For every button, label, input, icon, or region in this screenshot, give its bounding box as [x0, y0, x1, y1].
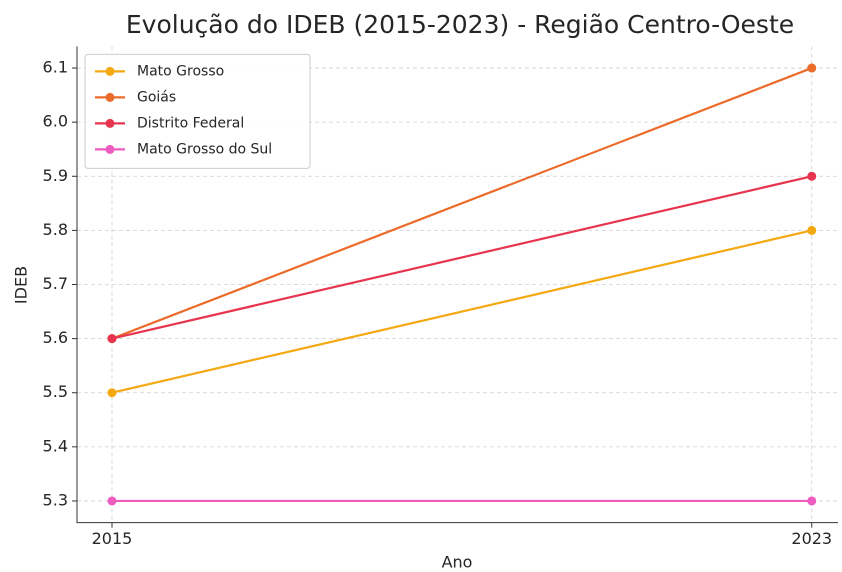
data-point [107, 496, 117, 506]
series-line [111, 175, 813, 340]
data-point [807, 496, 817, 506]
legend-label: Distrito Federal [137, 115, 244, 131]
legend-marker [105, 92, 115, 102]
y-axis-label: IDEB [12, 266, 31, 304]
axes-frame [76, 46, 838, 524]
data-point [107, 334, 117, 344]
legend-box [84, 53, 311, 169]
legend: Mato Grosso Goiás Distrito Federal Mato Gro… [84, 53, 311, 169]
data-point [107, 388, 117, 398]
legend-marker [105, 66, 115, 76]
data-point [807, 171, 817, 181]
y-tick-label: 5.5 [43, 382, 68, 401]
series-line [111, 229, 813, 394]
data-point [807, 63, 817, 73]
x-tick-label: 2015 [92, 529, 133, 548]
legend-marker [105, 144, 115, 154]
y-tick-label: 5.7 [43, 274, 68, 293]
legend-marker [105, 118, 115, 128]
x-tick-label: 2023 [791, 529, 832, 548]
series-line [111, 67, 813, 340]
y-tick-label: 6.1 [43, 58, 68, 77]
legend-label: Mato Grosso do Sul [137, 141, 272, 157]
y-tick-label: 5.3 [43, 490, 68, 509]
y-tick-label: 6.0 [43, 112, 68, 131]
legend-label: Goiás [137, 89, 176, 105]
y-tick-label: 5.8 [43, 220, 68, 239]
y-tick-label: 5.9 [43, 166, 68, 185]
data-point [807, 225, 817, 235]
y-tick-label: 5.4 [43, 436, 68, 455]
legend-label: Mato Grosso [137, 63, 224, 79]
x-axis-label: Ano [442, 553, 473, 572]
chart-title: Evolução do IDEB (2015-2023) - Região Ce… [126, 10, 794, 39]
y-tick-label: 5.6 [43, 328, 68, 347]
